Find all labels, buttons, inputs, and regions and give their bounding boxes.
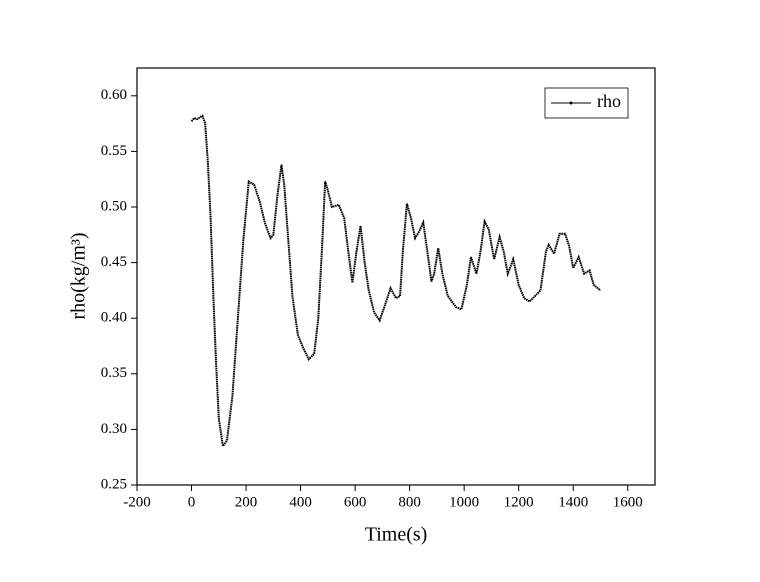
- y-tick-label: 0.50: [101, 198, 127, 214]
- y-tick-label: 0.35: [101, 365, 127, 381]
- legend-label: rho: [597, 91, 621, 111]
- y-tick-label: 0.40: [101, 310, 127, 326]
- legend-marker: [569, 101, 573, 105]
- y-axis-label: rho(kg/m³): [68, 232, 90, 319]
- data-line: [190, 114, 602, 449]
- x-tick-label: 400: [289, 494, 312, 510]
- y-tick-label: 0.25: [101, 476, 127, 492]
- x-tick-label: -200: [123, 494, 151, 510]
- y-tick-label: 0.30: [101, 421, 127, 437]
- x-axis-label: Time(s): [365, 524, 428, 546]
- x-tick-label: 1400: [558, 494, 588, 510]
- y-tick-label: 0.55: [101, 143, 127, 159]
- x-tick-label: 600: [344, 494, 367, 510]
- x-tick-label: 1600: [613, 494, 643, 510]
- plot-frame: [136, 67, 656, 486]
- y-tick-label: 0.60: [101, 87, 127, 103]
- x-tick-label: 0: [188, 494, 196, 510]
- x-tick-label: 200: [235, 494, 258, 510]
- y-tick-label: 0.45: [101, 254, 127, 270]
- x-tick-label: 1000: [449, 494, 479, 510]
- x-tick-label: 800: [398, 494, 421, 510]
- x-tick-label: 1200: [504, 494, 534, 510]
